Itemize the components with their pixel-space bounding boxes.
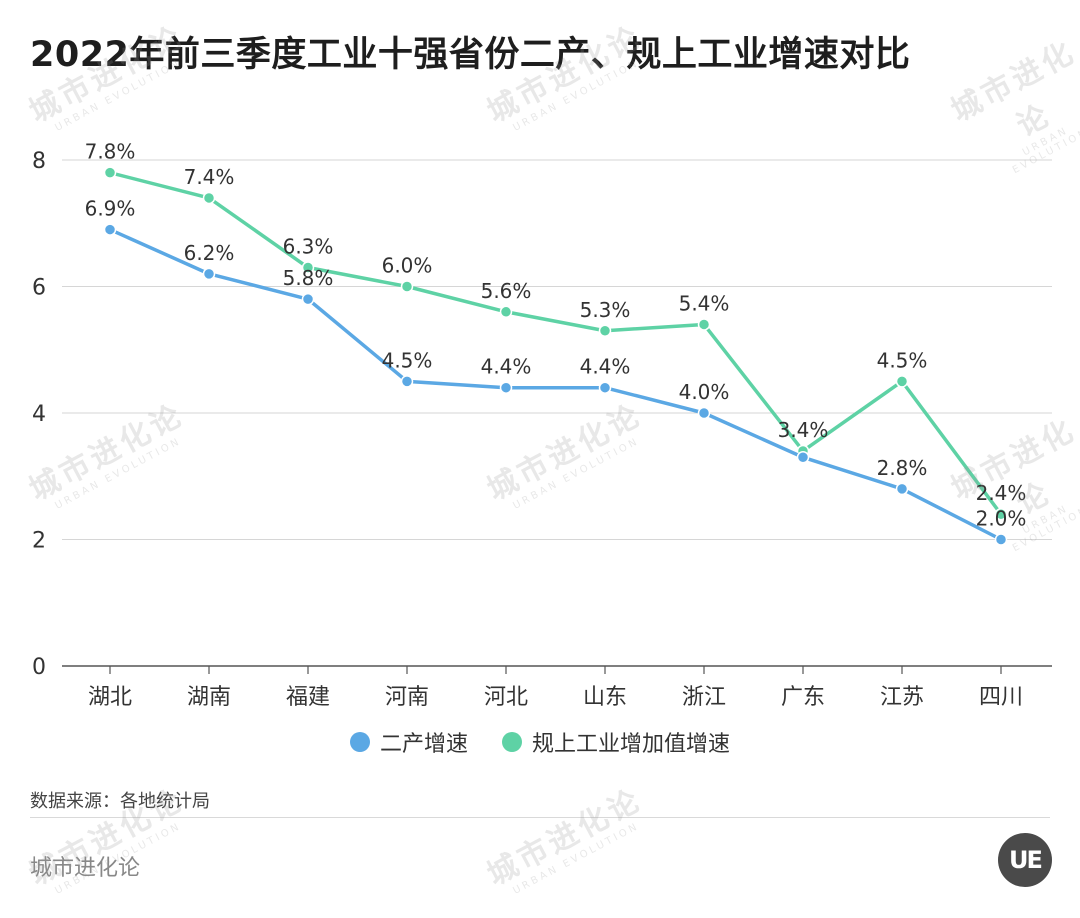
x-tick-label: 河北 — [484, 685, 528, 710]
x-tick-label: 江苏 — [880, 685, 924, 710]
legend-label-series-1: 二产增速 — [379, 732, 468, 757]
chart-title: 2022年前三季度工业十强省份二产、规上工业增速对比 — [30, 35, 911, 75]
legend-item-series-1[interactable]: 二产增速 — [349, 726, 468, 758]
x-tick-label: 福建 — [286, 685, 330, 710]
series-1-point — [895, 482, 909, 496]
series-1-point — [499, 381, 513, 394]
brand-name: 城市进化论 — [30, 856, 141, 881]
legend: 二产增速 规上工业增加值增速 — [0, 726, 1080, 758]
series-1-point — [202, 267, 216, 281]
legend-item-series-2[interactable]: 规上工业增加值增速 — [502, 726, 730, 758]
data-label: 7.8% — [85, 140, 136, 164]
data-label: 6.3% — [283, 235, 334, 259]
x-tick-label: 广东 — [781, 685, 825, 710]
x-tick-label: 山东 — [583, 685, 627, 710]
x-tick-label: 浙江 — [682, 685, 726, 710]
data-label: 3.4% — [778, 418, 829, 442]
data-label: 6.2% — [184, 241, 235, 265]
series-2-point — [697, 318, 711, 331]
data-label: 4.5% — [382, 348, 433, 372]
data-label: 2.4% — [976, 481, 1027, 505]
legend-dot-series-1 — [349, 732, 370, 752]
brand-logo: UE — [998, 833, 1052, 887]
series-1-point — [598, 381, 612, 394]
series-2-point — [895, 375, 909, 388]
y-tick-label: 0 — [32, 655, 46, 680]
series-2-point — [994, 507, 1008, 521]
series-2-point — [598, 324, 612, 338]
series-1-point — [400, 375, 414, 388]
y-tick-label: 2 — [32, 529, 46, 554]
y-tick-label: 6 — [32, 276, 46, 301]
data-label: 5.8% — [283, 266, 334, 290]
series-2-point — [103, 166, 117, 179]
data-labels: 6.9% 6.2% 5.8% 4.5% 4.4% 4.4% 4.0% 2.8% 2.0% 7.8%… — [85, 140, 1027, 531]
data-label: 5.3% — [580, 298, 631, 322]
data-label: 4.4% — [580, 355, 631, 379]
y-tick-label: 4 — [32, 402, 46, 427]
series-2-point — [499, 305, 513, 319]
data-label: 4.4% — [481, 355, 532, 379]
series-1-point — [103, 223, 117, 236]
data-label: 5.4% — [679, 291, 730, 315]
series-2-point — [202, 191, 216, 205]
x-tick-label: 河南 — [385, 685, 429, 710]
y-tick-label: 8 — [32, 149, 46, 174]
data-label: 6.0% — [382, 254, 433, 278]
data-label: 7.4% — [184, 165, 235, 189]
series-1-point — [301, 292, 315, 306]
series-layer — [103, 166, 1008, 546]
x-tick-label: 湖北 — [88, 685, 132, 710]
data-label: 4.5% — [877, 348, 928, 372]
data-label: 2.0% — [976, 507, 1027, 531]
series-1-point — [796, 451, 810, 464]
series-1-point — [994, 533, 1008, 546]
series-line-2 — [109, 170, 1003, 516]
x-tick-label: 湖南 — [187, 685, 231, 710]
data-label: 5.6% — [481, 279, 532, 303]
data-label: 6.9% — [85, 197, 136, 221]
series-line-1 — [109, 227, 1002, 542]
grid-layer — [62, 159, 1052, 667]
data-label: 2.8% — [877, 456, 928, 480]
legend-dot-series-2 — [502, 732, 522, 752]
x-tick-label: 四川 — [979, 685, 1023, 710]
series-2-point — [400, 280, 414, 293]
footer-divider — [30, 817, 1050, 818]
series-2-point — [301, 261, 315, 274]
x-axis-ticks: 湖北 湖南 福建 河南 河北 山东 浙江 广东 江苏 四川 — [88, 666, 1023, 710]
legend-label-series-2: 规上工业增加值增速 — [532, 732, 731, 757]
y-axis-ticks: 0 2 4 6 8 — [32, 149, 46, 680]
series-1-point — [697, 406, 711, 420]
data-label: 4.0% — [679, 380, 730, 404]
data-source-note: 数据来源：各地统计局 — [30, 791, 210, 812]
